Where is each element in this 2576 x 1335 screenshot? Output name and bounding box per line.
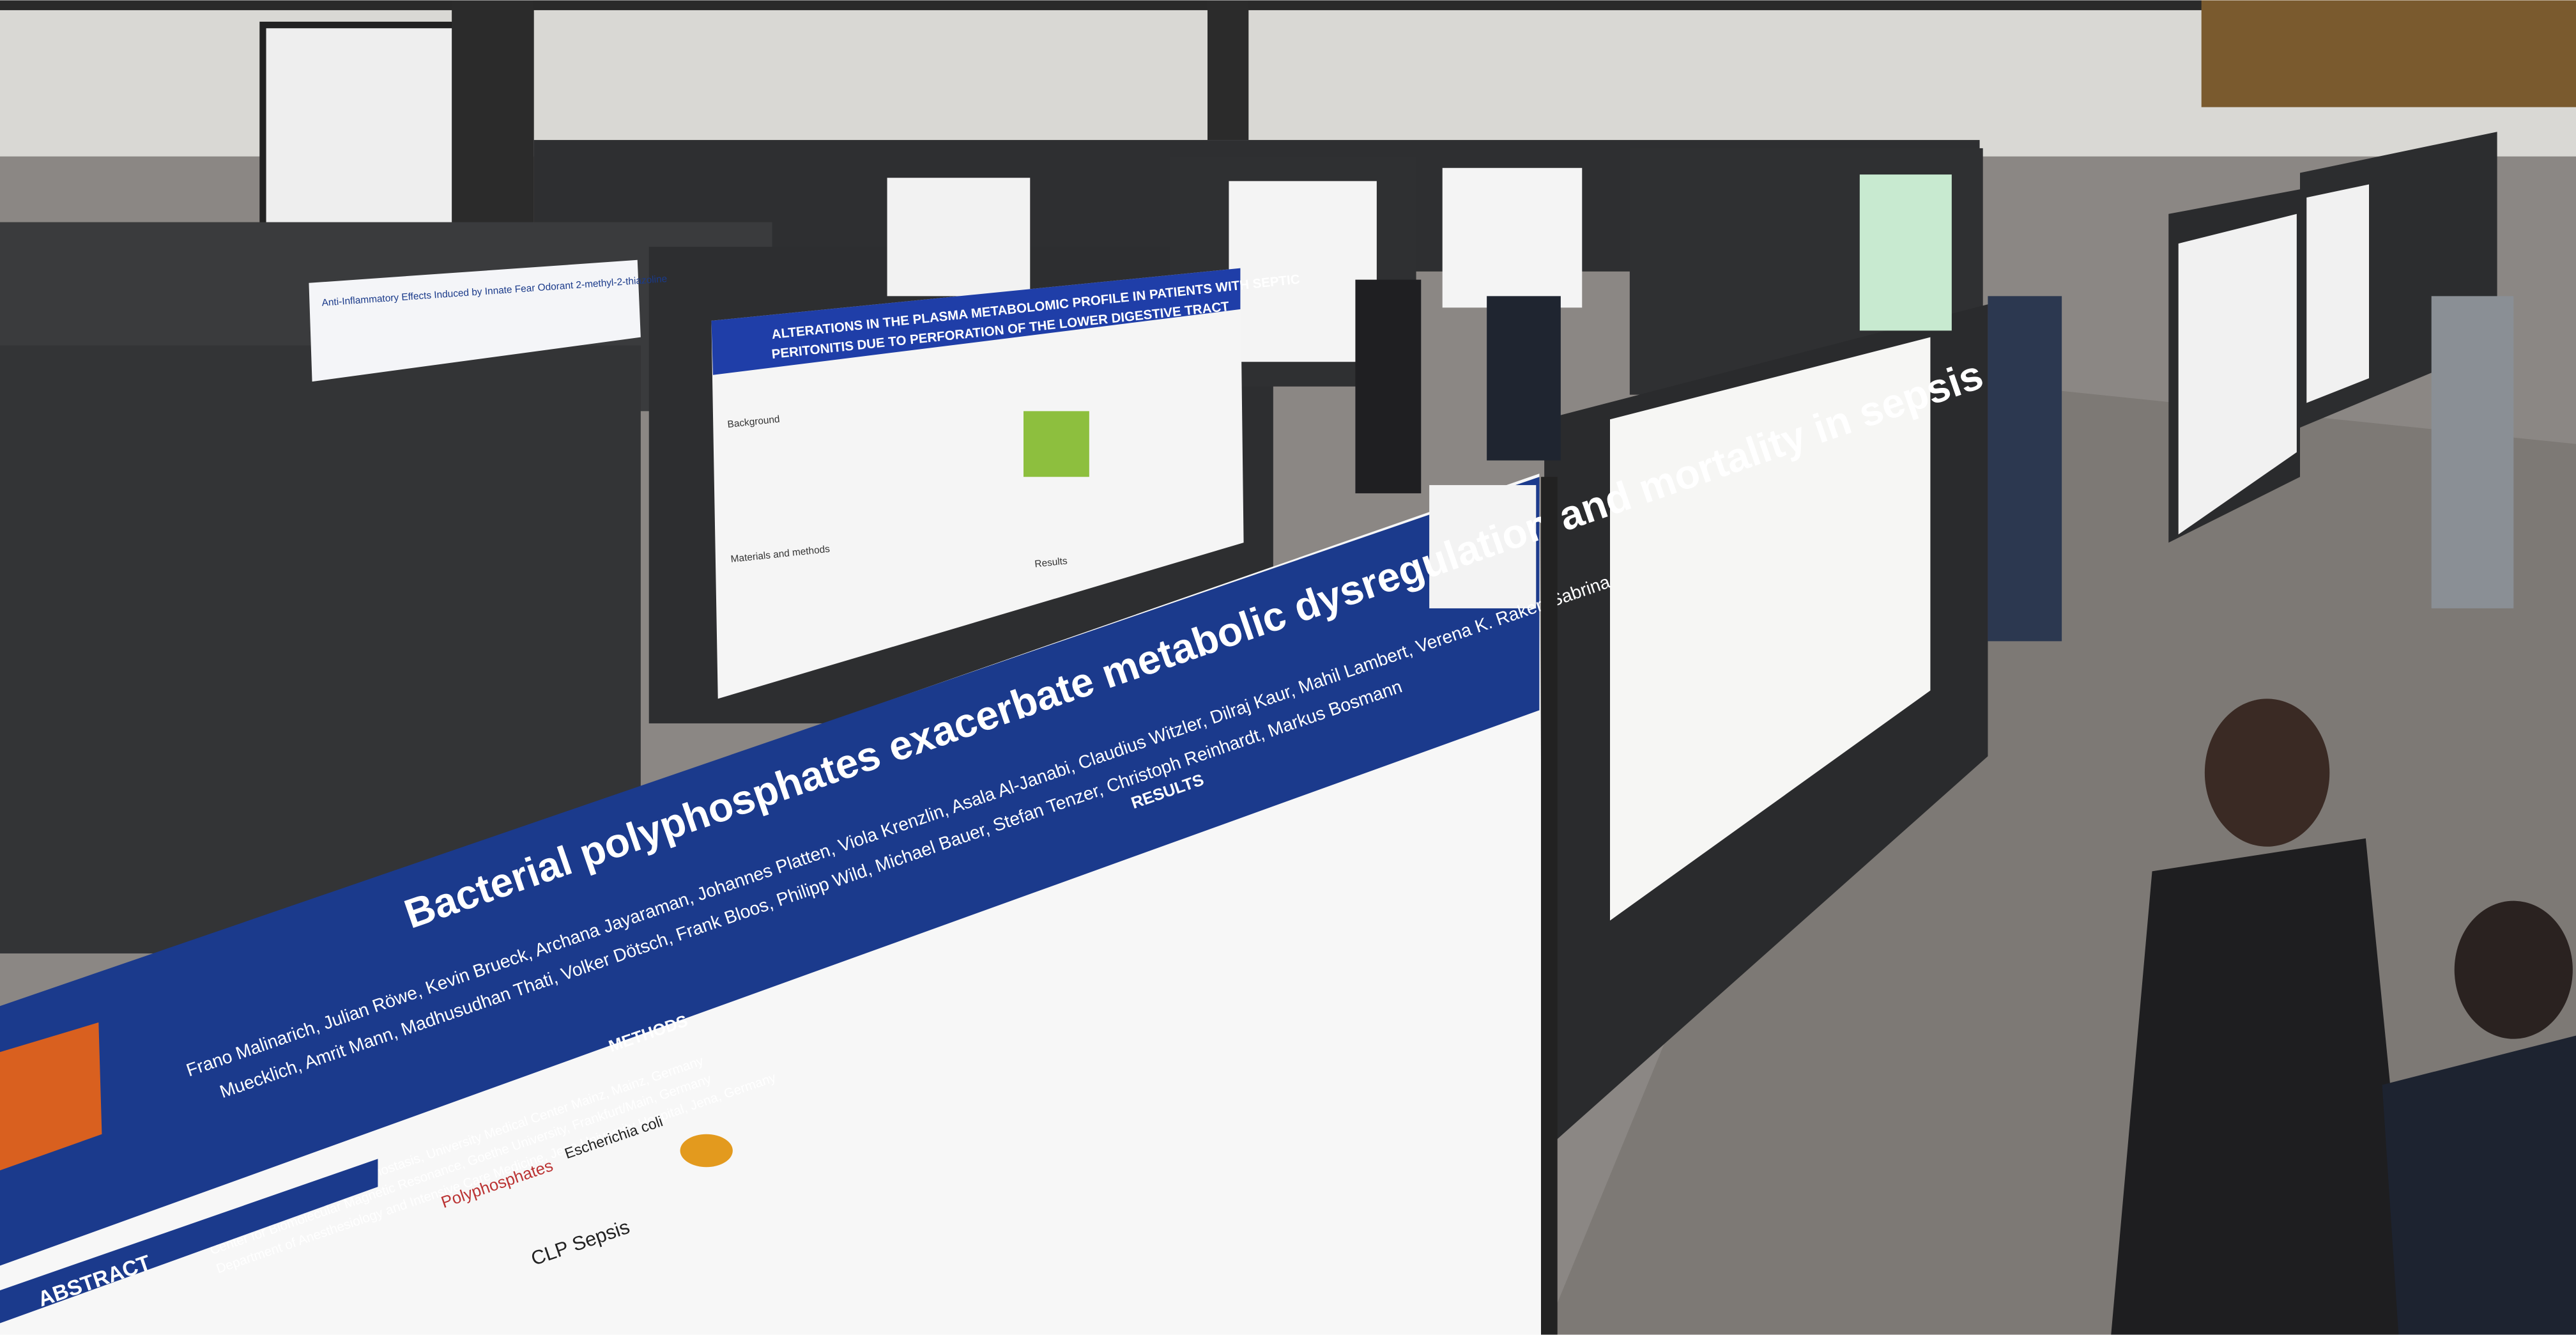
person [2111, 838, 2415, 1335]
person [1487, 296, 1561, 461]
pillar [1208, 0, 1249, 141]
poster [711, 268, 1244, 699]
poster-header [711, 268, 1241, 375]
logo [1429, 485, 1537, 608]
poster [1610, 337, 1931, 921]
framed-picture [259, 21, 472, 259]
board-frame [1541, 477, 1558, 1335]
poster [1859, 174, 1952, 331]
poster-header [0, 477, 1540, 1266]
section-heading: Results [1034, 555, 1068, 569]
person [2204, 698, 2330, 847]
person [2382, 1035, 2576, 1335]
person [2431, 296, 2514, 608]
wall-art [2201, 0, 2576, 107]
person [1988, 296, 2062, 642]
mouse-icon [680, 1134, 733, 1168]
poster [1229, 181, 1377, 362]
person [1355, 279, 1422, 493]
poster [309, 259, 641, 382]
heatmap [1023, 411, 1089, 477]
person [2454, 900, 2573, 1039]
ceiling [0, 0, 2576, 10]
logo [0, 1022, 102, 1171]
poster [1442, 167, 1583, 308]
pillar [452, 0, 534, 231]
poster [887, 178, 1031, 297]
poster [2306, 184, 2369, 403]
section-band [0, 1159, 378, 1323]
poster [2178, 213, 2297, 535]
